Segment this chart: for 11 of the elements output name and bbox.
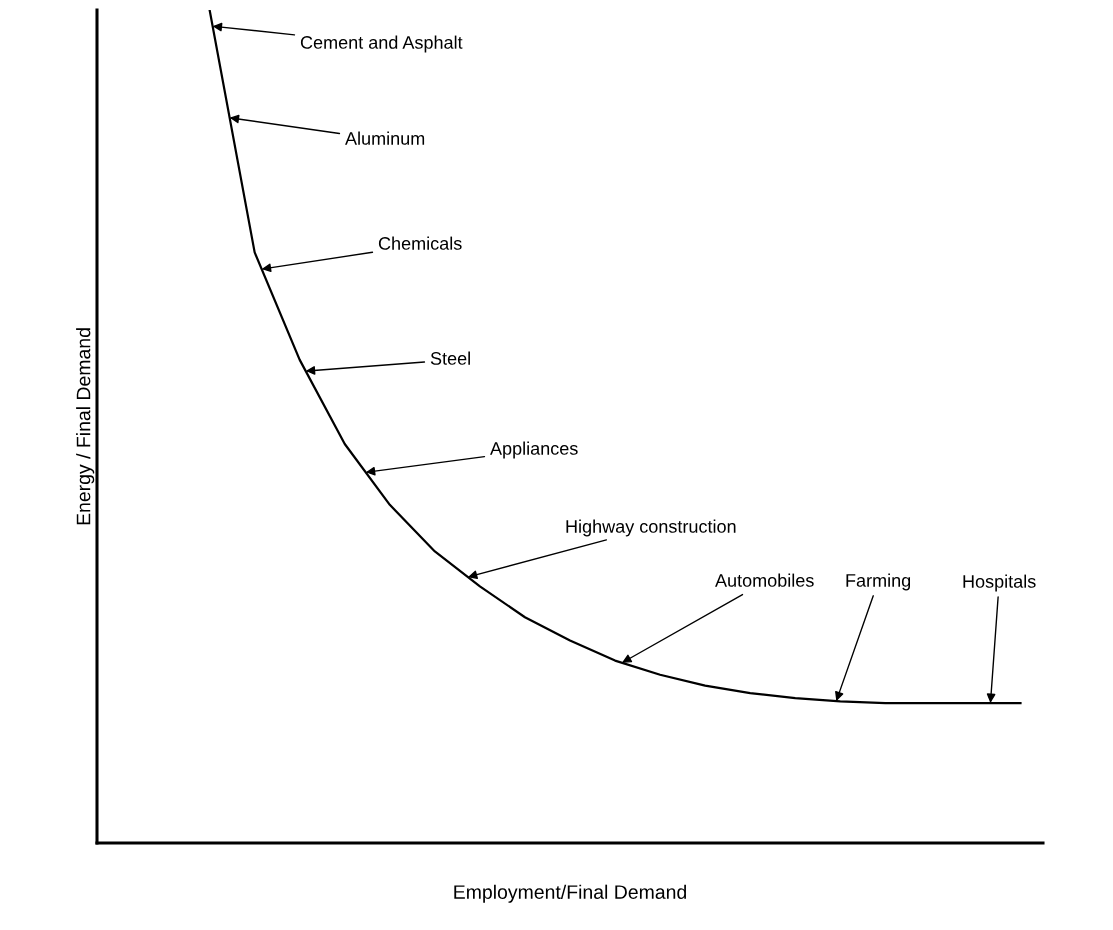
annotation: Hospitals: [963, 574, 1036, 592]
annotation: Highway construction: [566, 519, 736, 537]
annotation: Appliances: [490, 441, 578, 459]
annotation: Steel: [430, 351, 470, 365]
y-axis-title: Energy / Final Demand: [76, 328, 95, 525]
annotation: Automobiles: [715, 573, 814, 587]
x-axis-title: Employment/Final Demand: [454, 884, 687, 903]
annotation: Chemicals: [378, 236, 462, 250]
annotation: Aluminum: [345, 131, 425, 145]
annotation: Cement and Asphalt: [300, 35, 463, 53]
annotation: Farming: [846, 573, 911, 591]
